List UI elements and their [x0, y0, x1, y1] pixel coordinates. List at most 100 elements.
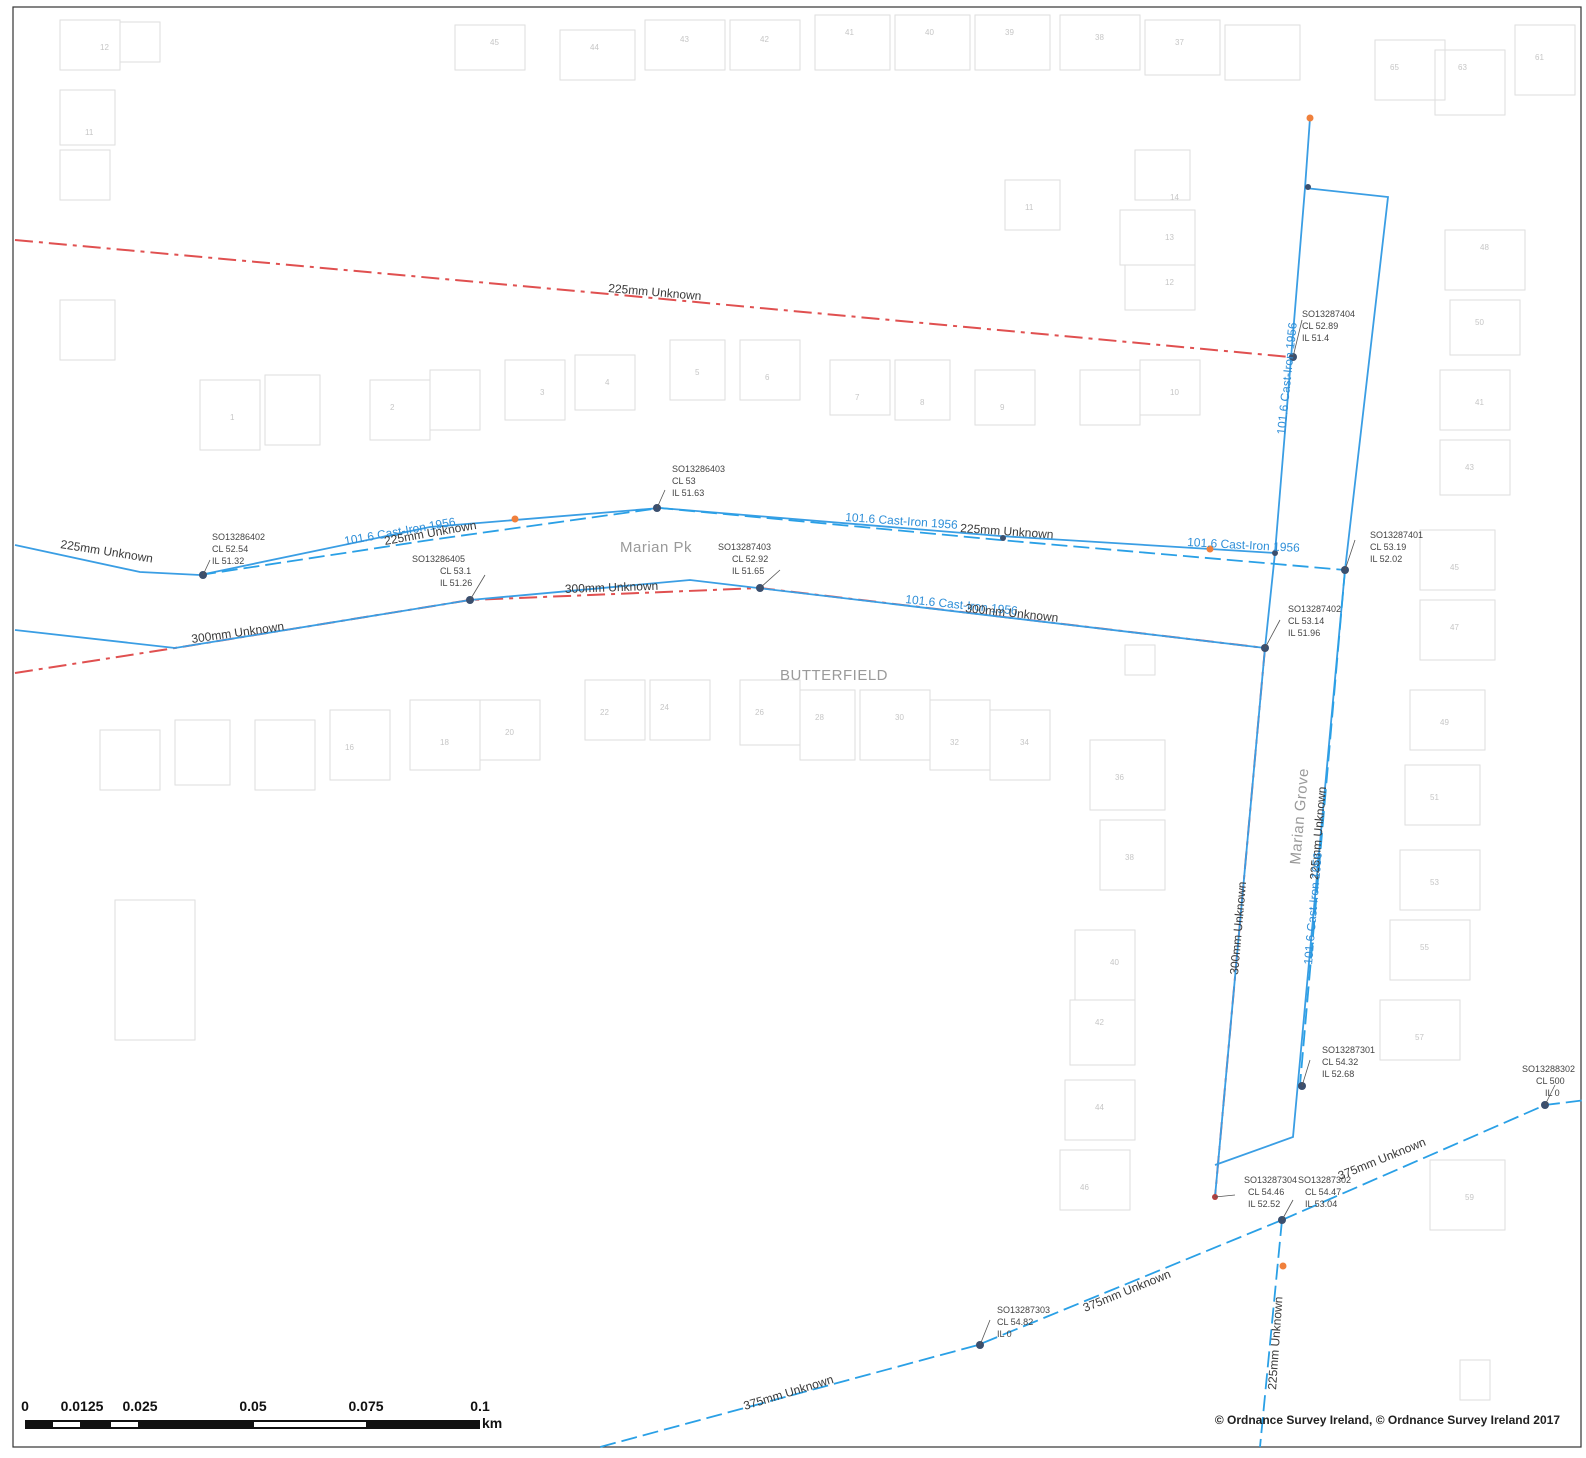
- map-frame-border: [12, 6, 1582, 1448]
- svg-text:47: 47: [1450, 623, 1459, 632]
- svg-text:55: 55: [1420, 943, 1429, 952]
- svg-text:IL 0: IL 0: [1545, 1088, 1560, 1098]
- svg-text:SO13287302: SO13287302: [1298, 1175, 1351, 1185]
- pipe-225mm-top: [14, 239, 1291, 358]
- svg-text:42: 42: [1095, 1018, 1104, 1027]
- node-label-12: SO13287303 CL 54.82 IL 0: [997, 1305, 1050, 1339]
- svg-text:59: 59: [1465, 1193, 1474, 1202]
- svg-text:37: 37: [1175, 38, 1184, 47]
- svg-text:225mm Unknown: 225mm Unknown: [960, 521, 1054, 541]
- svg-text:39: 39: [1005, 28, 1014, 37]
- svg-text:5: 5: [695, 368, 700, 377]
- svg-text:3: 3: [540, 388, 545, 397]
- svg-text:28: 28: [815, 713, 824, 722]
- node-label-11: SO13287302 CL 54.47 IL 53.04: [1298, 1175, 1351, 1209]
- svg-text:SO13286403: SO13286403: [672, 464, 725, 474]
- svg-text:46: 46: [1080, 1183, 1089, 1192]
- main-marian-pk-north: [14, 507, 1276, 576]
- svg-text:CL 54.32: CL 54.32: [1322, 1057, 1358, 1067]
- house-number-labels: 12 11 45 44 43 42 41 40 39 38 37 14 13 1…: [85, 28, 1544, 1202]
- scale-tick-label: 0.1: [470, 1398, 490, 1414]
- svg-text:18: 18: [440, 738, 449, 747]
- svg-text:225mm Unknown: 225mm Unknown: [1265, 1296, 1285, 1390]
- svg-text:34: 34: [1020, 738, 1029, 747]
- node-label-5: SO13287403 CL 52.92 IL 51.65: [718, 542, 771, 576]
- svg-text:CL 52.92: CL 52.92: [732, 554, 768, 564]
- svg-text:12: 12: [1165, 278, 1174, 287]
- scale-bar: 0 0.0125 0.025 0.05 0.075 0.1 km: [20, 1398, 515, 1438]
- map-attribution: © Ordnance Survey Ireland, © Ordnance Su…: [1214, 1413, 1560, 1427]
- svg-text:IL 52.52: IL 52.52: [1248, 1199, 1280, 1209]
- svg-text:41: 41: [1475, 398, 1484, 407]
- svg-text:63: 63: [1458, 63, 1467, 72]
- svg-text:CL 53: CL 53: [672, 476, 696, 486]
- valve-icon: [1206, 545, 1214, 553]
- node-label-6: SO13287401 CL 53.19 IL 52.02: [1370, 530, 1423, 564]
- svg-text:32: 32: [950, 738, 959, 747]
- svg-text:51: 51: [1430, 793, 1439, 802]
- svg-text:11: 11: [1025, 203, 1034, 212]
- svg-text:CL 53.14: CL 53.14: [1288, 616, 1324, 626]
- svg-text:SO13288302: SO13288302: [1522, 1064, 1575, 1074]
- svg-text:IL 51.26: IL 51.26: [440, 578, 472, 588]
- svg-text:38: 38: [1095, 33, 1104, 42]
- node-label-1: SO13287404 CL 52.89 IL 51.4: [1302, 309, 1355, 343]
- svg-text:7: 7: [855, 393, 860, 402]
- svg-text:1: 1: [230, 413, 235, 422]
- svg-text:CL 53.19: CL 53.19: [1370, 542, 1406, 552]
- svg-text:45: 45: [1450, 563, 1459, 572]
- svg-text:13: 13: [1165, 233, 1174, 242]
- svg-text:CL 54.82: CL 54.82: [997, 1317, 1033, 1327]
- svg-text:SO13287304: SO13287304: [1244, 1175, 1297, 1185]
- svg-text:SO13287403: SO13287403: [718, 542, 771, 552]
- svg-text:SO13287303: SO13287303: [997, 1305, 1050, 1315]
- node-label-9: SO13288302 CL 500 IL 0: [1522, 1064, 1575, 1098]
- scale-bar-graphic: [25, 1420, 480, 1429]
- valve-markers[interactable]: [511, 114, 1314, 1270]
- svg-text:16: 16: [345, 743, 354, 752]
- svg-text:IL 52.68: IL 52.68: [1322, 1069, 1354, 1079]
- manhole-icon: [1272, 550, 1278, 556]
- scale-unit: km: [482, 1415, 503, 1431]
- scale-tick-label: 0: [21, 1398, 29, 1414]
- svg-text:6: 6: [765, 373, 770, 382]
- svg-text:300mm Unknown: 300mm Unknown: [565, 579, 659, 596]
- svg-text:CL 52.54: CL 52.54: [212, 544, 248, 554]
- svg-text:53: 53: [1430, 878, 1439, 887]
- svg-text:44: 44: [590, 43, 599, 52]
- node-leaders: [202, 319, 1556, 1346]
- svg-text:26: 26: [755, 708, 764, 717]
- node-label-3: SO13286402 CL 52.54 IL 51.32: [212, 532, 265, 566]
- svg-text:40: 40: [1110, 958, 1119, 967]
- svg-text:41: 41: [845, 28, 854, 37]
- svg-text:2: 2: [390, 403, 395, 412]
- svg-text:IL 53.04: IL 53.04: [1305, 1199, 1337, 1209]
- node-label-2: SO13286403 CL 53 IL 51.63: [672, 464, 725, 498]
- svg-text:CL 500: CL 500: [1536, 1076, 1565, 1086]
- svg-text:20: 20: [505, 728, 514, 737]
- svg-text:101.6 Cast-Iron 1956: 101.6 Cast-Iron 1956: [1187, 535, 1301, 555]
- svg-text:43: 43: [1465, 463, 1474, 472]
- manhole-icon: [1000, 535, 1006, 541]
- node-label-4: SO13286405 CL 53.1 IL 51.26: [412, 554, 472, 588]
- svg-text:IL 51.96: IL 51.96: [1288, 628, 1320, 638]
- street-butterfield: BUTTERFIELD: [780, 667, 888, 684]
- svg-text:38: 38: [1125, 853, 1134, 862]
- svg-text:45: 45: [490, 38, 499, 47]
- svg-text:SO13287401: SO13287401: [1370, 530, 1423, 540]
- svg-text:40: 40: [925, 28, 934, 37]
- svg-text:12: 12: [100, 43, 109, 52]
- svg-text:8: 8: [920, 398, 925, 407]
- svg-text:SO13286402: SO13286402: [212, 532, 265, 542]
- svg-text:36: 36: [1115, 773, 1124, 782]
- svg-text:43: 43: [680, 35, 689, 44]
- scale-tick-label: 0.05: [239, 1398, 267, 1414]
- street-marian-pk: Marian Pk: [620, 539, 692, 556]
- svg-text:IL 51.63: IL 51.63: [672, 488, 704, 498]
- svg-text:65: 65: [1390, 63, 1399, 72]
- svg-text:61: 61: [1535, 53, 1544, 62]
- svg-text:IL 0: IL 0: [997, 1329, 1012, 1339]
- svg-text:SO13286405: SO13286405: [412, 554, 465, 564]
- svg-text:48: 48: [1480, 243, 1489, 252]
